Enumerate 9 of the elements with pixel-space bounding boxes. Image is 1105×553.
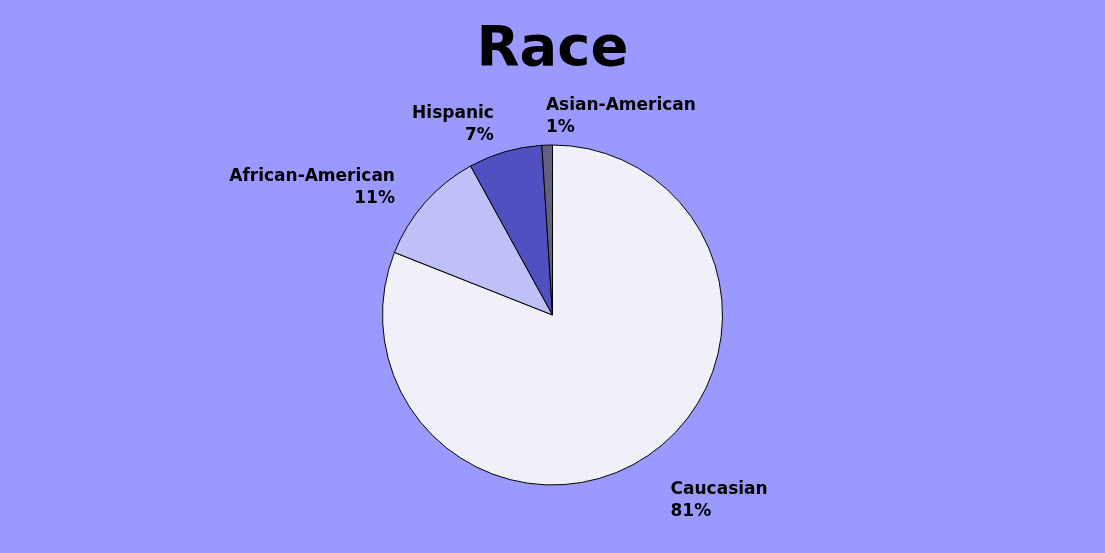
data-label: 7% bbox=[465, 124, 494, 145]
chart-title: Race bbox=[476, 13, 629, 78]
slice-label: Asian-American bbox=[545, 94, 696, 115]
data-label: 81% bbox=[670, 499, 712, 520]
slice-label: Hispanic bbox=[412, 102, 494, 123]
slice-label: African-American bbox=[229, 165, 395, 186]
slice-label: Caucasian bbox=[670, 477, 768, 498]
data-label: 11% bbox=[354, 187, 395, 208]
data-label: 1% bbox=[545, 116, 575, 137]
